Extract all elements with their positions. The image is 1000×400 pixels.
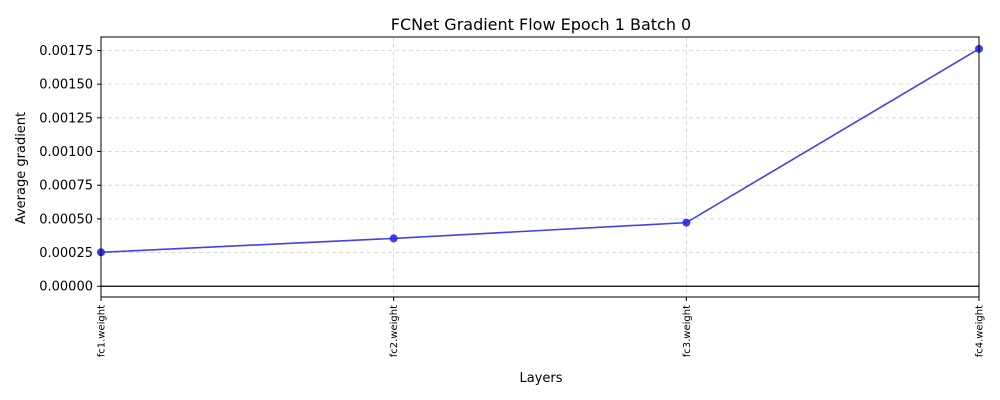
data-point xyxy=(682,218,691,227)
x-axis-label: Layers xyxy=(519,371,562,386)
x-axis-ticks: fc1.weight fc2.weight fc3.weight fc4.weight xyxy=(97,297,986,357)
x-tick-label: fc1.weight xyxy=(97,305,108,357)
chart-title: FCNet Gradient Flow Epoch 1 Batch 0 xyxy=(391,15,691,34)
y-axis-ticks: 0.00000 0.00025 0.00050 0.00075 0.00100 0.001… xyxy=(39,44,101,295)
y-tick-label: 0.00125 xyxy=(39,111,93,126)
y-tick-label: 0.00050 xyxy=(39,212,93,227)
plot-frame xyxy=(100,36,980,298)
grid xyxy=(100,37,980,297)
y-tick-label: 0.00100 xyxy=(39,145,93,160)
y-tick-label: 0.00000 xyxy=(39,280,93,295)
data-point xyxy=(389,234,398,243)
x-tick-label: fc2.weight xyxy=(389,305,400,357)
x-tick-label: fc3.weight xyxy=(682,305,693,357)
y-axis-label: Average gradient xyxy=(14,112,29,224)
y-tick-label: 0.00175 xyxy=(39,44,93,59)
y-tick-label: 0.00150 xyxy=(39,78,93,93)
x-tick-label: fc4.weight xyxy=(975,305,986,357)
y-tick-label: 0.00025 xyxy=(39,246,93,261)
y-tick-label: 0.00075 xyxy=(39,179,93,194)
series-line xyxy=(100,48,980,254)
data-points xyxy=(97,44,983,257)
